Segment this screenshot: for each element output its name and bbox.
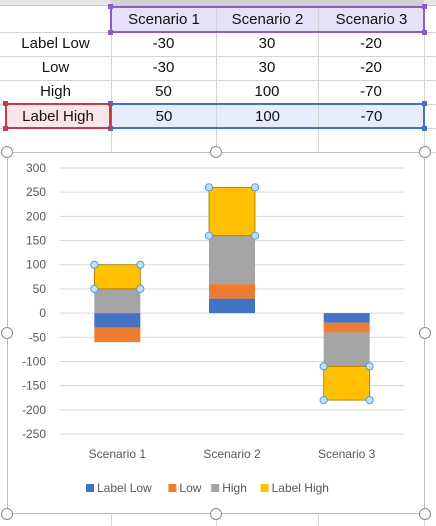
y-tick-label: -150 xyxy=(22,379,46,393)
row-label-label-high[interactable]: Label High xyxy=(6,105,110,129)
cell-label-low-scenario-3[interactable]: -20 xyxy=(360,35,382,52)
chart-resize-handle-top-right[interactable] xyxy=(419,146,431,158)
column-header-d[interactable] xyxy=(318,0,424,6)
bar-label_low-2[interactable] xyxy=(209,298,255,314)
chart-area[interactable]: 300 250 200 150 100 50 0 -50 -100 -150 -200 -250 Sc… xyxy=(7,152,425,514)
y-tick-label: -100 xyxy=(22,354,46,368)
legend-swatch-high xyxy=(211,484,220,492)
row-label-high[interactable]: High xyxy=(40,83,71,100)
column-header-e[interactable] xyxy=(424,0,436,6)
cell-high-scenario-2[interactable]: 100 xyxy=(254,83,280,100)
series-selection-handle[interactable] xyxy=(90,284,99,294)
column-header-c[interactable] xyxy=(216,0,318,6)
column-header-b[interactable] xyxy=(111,0,216,6)
series-selection-handle[interactable] xyxy=(204,183,214,192)
series-selection-handle[interactable] xyxy=(136,260,145,269)
cell-high-scenario-1[interactable]: 50 xyxy=(155,83,172,100)
chart-resize-handle-left[interactable] xyxy=(1,327,13,339)
bar-label_low-1[interactable] xyxy=(94,313,141,328)
x-category-label: Scenario 1 xyxy=(89,447,147,461)
header-cell-scenario-2[interactable]: Scenario 2 xyxy=(217,8,318,32)
column-header-a[interactable] xyxy=(0,0,111,6)
bar-high-3[interactable] xyxy=(323,332,370,367)
series-selection-handle[interactable] xyxy=(250,231,260,240)
cell-label-high-scenario-1[interactable]: 50 xyxy=(112,105,216,129)
series-selection-handle[interactable] xyxy=(319,362,328,371)
cell-low-scenario-1[interactable]: -30 xyxy=(152,59,175,76)
chart-resize-handle-bottom-right[interactable] xyxy=(419,508,431,520)
range-handle[interactable] xyxy=(3,126,8,131)
range-handle[interactable] xyxy=(108,30,113,35)
range-handle[interactable] xyxy=(3,101,8,106)
legend-label-low: Low xyxy=(179,481,201,495)
series-selection-handle[interactable] xyxy=(204,231,214,240)
series-selection-handle[interactable] xyxy=(250,183,260,192)
cell-low-scenario-2[interactable]: 30 xyxy=(258,59,276,76)
cell-label-high-scenario-2[interactable]: 100 xyxy=(217,105,318,129)
y-tick-label: 250 xyxy=(26,185,46,199)
y-tick-label: 0 xyxy=(39,306,46,320)
header-cell-scenario-1[interactable]: Scenario 1 xyxy=(112,8,216,32)
bar-label_high-3[interactable] xyxy=(323,365,371,401)
bar-label_high-1[interactable] xyxy=(93,264,141,290)
series-selection-handle[interactable] xyxy=(90,260,99,269)
bar-low-1[interactable] xyxy=(94,327,141,343)
bar-low-3[interactable] xyxy=(323,322,370,333)
row-label-label-low[interactable]: Label Low xyxy=(21,35,90,52)
range-handle[interactable] xyxy=(422,30,427,35)
cell-high-scenario-3[interactable]: -70 xyxy=(360,83,382,100)
bar-high-1[interactable] xyxy=(94,288,141,314)
header-cell-scenario-3[interactable]: Scenario 3 xyxy=(319,8,424,32)
bar-high-2[interactable] xyxy=(209,235,255,285)
cell-label-low-scenario-2[interactable]: 30 xyxy=(258,35,276,52)
x-category-label: Scenario 2 xyxy=(203,447,261,461)
cell-low-scenario-3[interactable]: -20 xyxy=(360,59,382,76)
y-tick-label: 200 xyxy=(26,209,46,223)
legend-label-high: High xyxy=(222,481,247,495)
x-category-label: Scenario 3 xyxy=(318,447,376,461)
chart-resize-handle-bottom-left[interactable] xyxy=(1,508,13,520)
legend-label-label_low: Label Low xyxy=(97,481,152,495)
range-handle[interactable] xyxy=(422,126,427,131)
chart-resize-handle-bottom[interactable] xyxy=(210,508,222,520)
series-selection-handle[interactable] xyxy=(365,362,374,371)
bar-label_low-3[interactable] xyxy=(323,313,370,323)
y-tick-label: 100 xyxy=(26,258,46,272)
series-selection-handle[interactable] xyxy=(319,396,328,405)
chart-resize-handle-right[interactable] xyxy=(419,327,431,339)
legend-label-label_high: Label High xyxy=(272,481,329,495)
cell-label-high-scenario-3[interactable]: -70 xyxy=(319,105,424,129)
y-tick-label: -200 xyxy=(22,403,46,417)
range-handle[interactable] xyxy=(422,4,427,9)
range-handle[interactable] xyxy=(108,101,113,106)
stacked-column-chart[interactable]: 300 250 200 150 100 50 0 -50 -100 -150 -200 -250 Sc… xyxy=(8,153,424,513)
range-handle[interactable] xyxy=(422,101,427,106)
chart-resize-handle-top-left[interactable] xyxy=(1,146,13,158)
y-tick-label: 50 xyxy=(33,282,47,296)
y-tick-label: -50 xyxy=(29,330,47,344)
row-label-low[interactable]: Low xyxy=(41,59,70,76)
range-handle[interactable] xyxy=(108,126,113,131)
chart-resize-handle-top[interactable] xyxy=(210,146,222,158)
y-tick-label: 150 xyxy=(26,234,46,248)
y-tick-label: -250 xyxy=(22,427,46,441)
series-selection-handle[interactable] xyxy=(136,284,145,294)
legend-swatch-label_low xyxy=(86,484,94,492)
legend-swatch-label_high xyxy=(260,484,269,492)
legend-swatch-low xyxy=(168,484,177,492)
y-tick-label: 300 xyxy=(26,161,46,175)
series-selection-handle[interactable] xyxy=(365,396,374,405)
bar-label_high-2[interactable] xyxy=(208,186,256,237)
bar-low-2[interactable] xyxy=(209,284,255,299)
cell-label-low-scenario-1[interactable]: -30 xyxy=(152,35,175,52)
range-handle[interactable] xyxy=(108,4,113,9)
